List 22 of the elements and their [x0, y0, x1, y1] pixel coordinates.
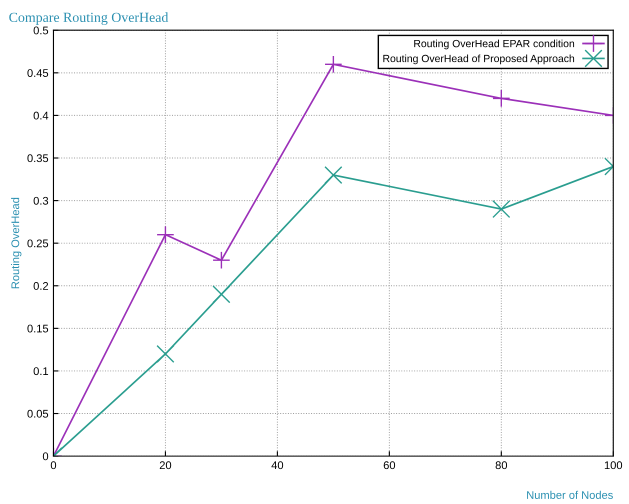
y-tick-label: 0.2: [34, 282, 48, 290]
y-tick-label: 0.05: [27, 410, 48, 418]
y-tick-label: 0.3: [34, 196, 48, 205]
y-tick-label: 0.25: [27, 239, 48, 248]
x-tick-label: 0: [50, 461, 56, 470]
x-tick-label: 100: [604, 461, 622, 470]
x-tick-label: 60: [384, 461, 396, 470]
x-tick-label: 40: [271, 461, 284, 470]
y-tick-label: 0.1: [34, 367, 48, 376]
y-axis-title: Routing OverHead: [11, 198, 22, 288]
y-tick-label: 0.45: [27, 69, 48, 77]
legend-label: Routing OverHead of Proposed Approach: [383, 54, 574, 64]
chart-title: Compare Routing OverHead: [9, 12, 168, 25]
y-tick-label: 0.35: [27, 154, 48, 162]
y-tick-label: 0: [42, 452, 48, 460]
y-tick-label: 0.15: [27, 324, 48, 332]
legend-label: Routing OverHead EPAR condition: [414, 40, 574, 50]
x-axis-title: Number of Nodes: [527, 490, 613, 499]
x-tick-label: 80: [496, 461, 508, 470]
y-tick-label: 0.4: [34, 112, 48, 120]
x-tick-label: 20: [160, 461, 172, 470]
y-tick-label: 0.5: [34, 26, 48, 34]
